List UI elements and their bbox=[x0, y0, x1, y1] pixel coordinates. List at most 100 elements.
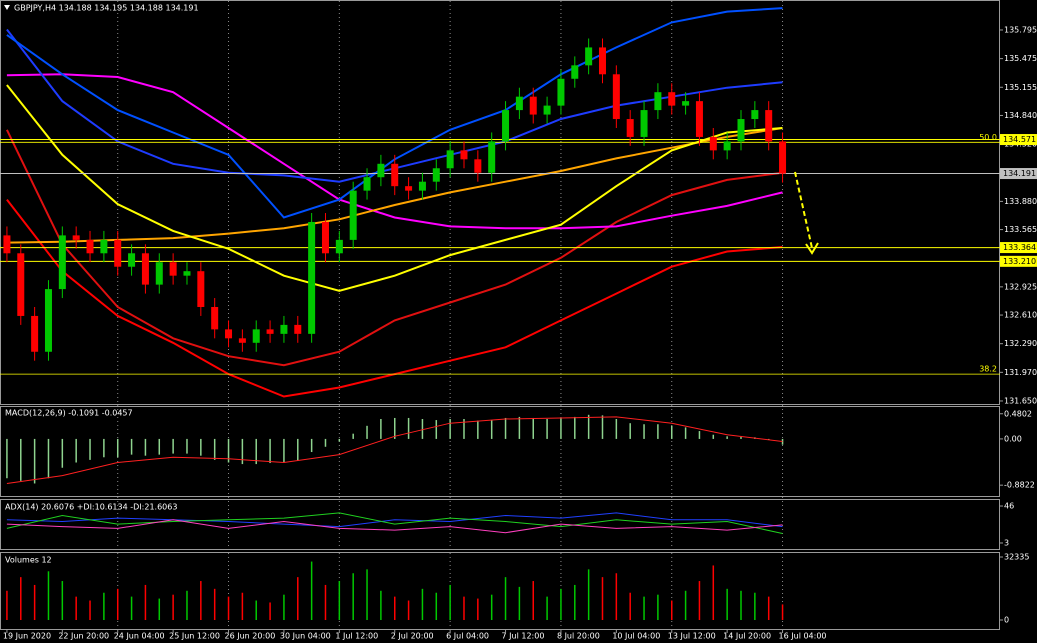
x-tick-label: 25 Jun 12:00 bbox=[169, 632, 220, 641]
x-tick-label: 24 Jun 04:00 bbox=[114, 632, 165, 641]
price-level-box bbox=[1000, 255, 1037, 267]
price-level-label: 134.191 bbox=[1003, 169, 1036, 178]
candle-body bbox=[751, 110, 759, 120]
candle-body bbox=[543, 105, 551, 115]
candle-body bbox=[86, 239, 94, 254]
y-tick-label: 32335 bbox=[1004, 553, 1029, 562]
candle-body bbox=[141, 253, 149, 285]
candle-body bbox=[529, 96, 537, 115]
candle-body bbox=[31, 315, 39, 352]
y-tick-label: 3 bbox=[1004, 538, 1009, 547]
candle-body bbox=[391, 163, 399, 187]
candle-body bbox=[571, 65, 579, 79]
chart-title: GBPJPY,H4 134.188 134.195 134.188 134.19… bbox=[14, 4, 199, 13]
candle-body bbox=[654, 92, 662, 111]
volume-title: Volumes 12 bbox=[5, 556, 52, 565]
x-tick-label: 1 Jul 12:00 bbox=[335, 632, 378, 641]
price-level-box bbox=[1000, 134, 1037, 146]
y-tick-label: 46 bbox=[1004, 502, 1014, 511]
x-tick-label: 10 Jul 04:00 bbox=[612, 632, 660, 641]
indicator-line bbox=[6, 512, 783, 534]
y-tick-label: 0 bbox=[1004, 616, 1009, 625]
candle-body bbox=[626, 119, 634, 137]
y-tick-label: 132.925 bbox=[1004, 282, 1037, 291]
x-tick-label: 13 Jul 12:00 bbox=[668, 632, 716, 641]
candle-body bbox=[197, 271, 205, 307]
y-tick-label: -0.8822 bbox=[1004, 481, 1035, 490]
candle-body bbox=[72, 235, 80, 240]
y-tick-label: 135.155 bbox=[1004, 83, 1037, 92]
macd-title: MACD(12,26,9) -0.1091 -0.0457 bbox=[5, 409, 133, 418]
y-tick-label: 131.650 bbox=[1004, 396, 1037, 405]
symbol-menu-icon[interactable] bbox=[4, 5, 10, 10]
indicator-line bbox=[6, 512, 783, 528]
candle-body bbox=[405, 186, 413, 191]
x-tick-label: 30 Jun 04:00 bbox=[280, 632, 331, 641]
price-level-box bbox=[1000, 242, 1037, 254]
candle-body bbox=[321, 221, 329, 254]
indicator-line bbox=[6, 519, 783, 534]
x-tick-label: 2 Jul 20:00 bbox=[391, 632, 434, 641]
main-pane-frame bbox=[0, 0, 1000, 405]
y-tick-label: 133.565 bbox=[1004, 225, 1037, 234]
candle-body bbox=[349, 190, 357, 240]
candle-body bbox=[3, 235, 11, 254]
candle-body bbox=[598, 47, 606, 75]
fibo-label: 50.0 bbox=[979, 133, 997, 142]
y-tick-label: 135.475 bbox=[1004, 54, 1037, 63]
y-tick-label: 135.795 bbox=[1004, 25, 1037, 34]
candle-body bbox=[225, 329, 233, 339]
candle-body bbox=[737, 119, 745, 142]
candle-body bbox=[211, 306, 219, 330]
candle-body bbox=[128, 253, 136, 267]
candle-body bbox=[17, 253, 25, 316]
y-tick-label: 132.610 bbox=[1004, 311, 1037, 320]
y-tick-label: 134.840 bbox=[1004, 111, 1037, 120]
x-tick-label: 22 Jun 20:00 bbox=[58, 632, 109, 641]
candle-body bbox=[155, 262, 163, 285]
price-level-label: 133.210 bbox=[1003, 257, 1036, 266]
candle-body bbox=[640, 110, 648, 137]
candle-body bbox=[280, 324, 288, 334]
candle-body bbox=[446, 150, 454, 169]
x-tick-label: 26 Jun 20:00 bbox=[225, 632, 276, 641]
forecast-arrow bbox=[794, 171, 813, 249]
candle-body bbox=[460, 150, 468, 160]
candle-body bbox=[515, 96, 523, 111]
candle-body bbox=[432, 168, 440, 182]
y-tick-label: 131.970 bbox=[1004, 368, 1037, 377]
candle-body bbox=[474, 159, 482, 173]
x-tick-label: 14 Jul 20:00 bbox=[723, 632, 771, 641]
y-tick-label: 0.00 bbox=[1004, 434, 1022, 443]
price-level-box bbox=[1000, 168, 1037, 180]
candle-body bbox=[252, 329, 260, 343]
moving-average bbox=[6, 73, 783, 230]
candle-body bbox=[377, 163, 385, 178]
candle-body bbox=[363, 177, 371, 191]
candle-body bbox=[169, 262, 177, 276]
fibo-label: 38.2 bbox=[979, 365, 997, 374]
x-tick-label: 16 Jul 04:00 bbox=[779, 632, 827, 641]
moving-average bbox=[5, 129, 783, 367]
candle-body bbox=[695, 101, 703, 137]
x-tick-label: 6 Jul 04:00 bbox=[446, 632, 489, 641]
moving-average bbox=[6, 127, 783, 244]
y-tick-label: 133.880 bbox=[1004, 197, 1037, 206]
candle-body bbox=[612, 74, 620, 120]
adx-pane-frame bbox=[0, 499, 1000, 550]
candle-body bbox=[418, 181, 426, 191]
forecast-arrowhead bbox=[805, 242, 819, 255]
candle-body bbox=[723, 141, 731, 151]
macd-pane-frame bbox=[0, 406, 1000, 497]
y-tick-label: 132.290 bbox=[1004, 339, 1037, 348]
candle-body bbox=[114, 239, 122, 267]
price-level-label: 134.571 bbox=[1003, 135, 1036, 144]
y-tick-label: 0.4802 bbox=[1004, 409, 1032, 418]
candle-body bbox=[502, 110, 510, 142]
signal-line bbox=[6, 416, 783, 484]
candle-body bbox=[585, 47, 593, 66]
candle-body bbox=[308, 221, 316, 334]
